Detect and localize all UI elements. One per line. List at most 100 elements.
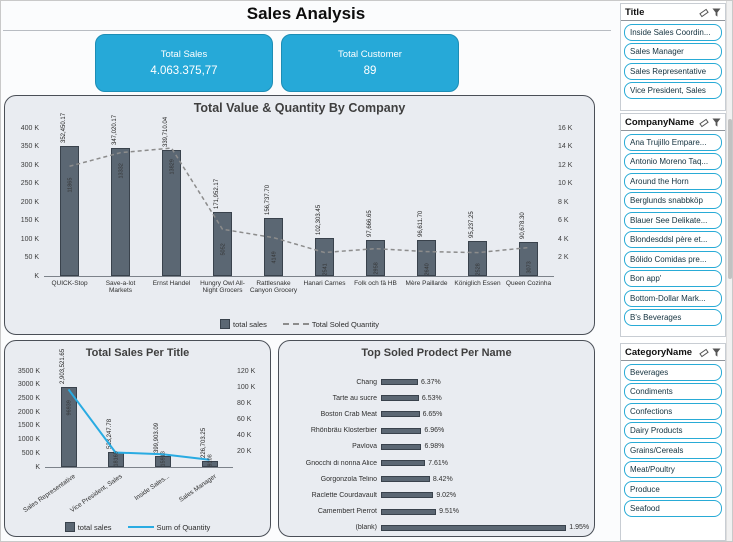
bar[interactable] — [213, 212, 232, 276]
line-value-label: 96939 — [66, 400, 72, 416]
clear-selections-icon[interactable] — [699, 118, 709, 128]
line-value-label: 13332 — [118, 163, 124, 179]
slicer-item[interactable]: Sales Manager — [624, 43, 722, 60]
slicer-item[interactable]: Blondesddsl père et... — [624, 231, 722, 248]
filter-icon[interactable] — [712, 348, 721, 358]
slicer-item[interactable]: Produce — [624, 480, 722, 498]
slicer-item[interactable]: Confections — [624, 402, 722, 420]
slicer-header: CompanyName — [621, 114, 725, 131]
slicer-list: Inside Sales Coordin... Sales Manager Sale… — [621, 23, 725, 99]
bar[interactable] — [154, 456, 171, 467]
category-label: Save-a-lot Markets — [105, 280, 136, 295]
slicer-categoryname: CategoryName Beverages Condiments Confectio… — [620, 343, 726, 541]
category-label: Königlich Essen — [454, 280, 501, 287]
slicer-item[interactable]: Bon app' — [624, 270, 722, 287]
secondary-axis-tick: 120 K — [237, 367, 256, 375]
product-name: Camembert Pierrot — [317, 508, 377, 516]
line-value-label: 15913 — [160, 450, 166, 466]
product-row[interactable]: Rhönbräu Klosterbier 6.96% — [285, 423, 591, 439]
kpi-card-total-customer[interactable]: Total Customer 89 — [281, 34, 459, 92]
bar[interactable] — [111, 147, 130, 276]
line-value-label: 3073 — [526, 261, 532, 274]
bar[interactable] — [417, 240, 436, 276]
slicer-item[interactable]: Meat/Poultry — [624, 461, 722, 478]
product-bar[interactable] — [381, 524, 567, 531]
line-value-label: 9108 — [207, 453, 213, 466]
product-row[interactable]: Gorgonzola Telino 8.42% — [285, 471, 591, 487]
slicer-item[interactable]: Around the Horn — [624, 172, 722, 190]
product-name: Raclette Courdavault — [311, 491, 377, 499]
slicer-item[interactable]: Sales Representative — [624, 62, 722, 80]
slicer-item[interactable]: Grains/Cereals — [624, 441, 722, 459]
line-value-label: 5052 — [220, 243, 226, 256]
legend-label: Sum of Quantity — [156, 522, 211, 532]
product-row[interactable]: Camembert Pierrot 9.51% — [285, 504, 591, 520]
slicer-item[interactable]: Antonio Moreno Taq... — [624, 153, 722, 170]
product-pct: 6.65% — [422, 410, 443, 418]
product-bar[interactable] — [381, 492, 434, 499]
y-axis-tick: 100 K — [20, 235, 39, 243]
bar[interactable] — [468, 240, 487, 276]
product-row[interactable]: (blank) 1.95% — [285, 520, 591, 536]
product-row[interactable]: Tarte au sucre 6.53% — [285, 390, 591, 406]
secondary-axis-tick: 80 K — [237, 399, 252, 407]
product-bar[interactable] — [381, 427, 422, 434]
line-value-label: 18165 — [113, 450, 119, 466]
slicer-item[interactable]: Condiments — [624, 383, 722, 400]
slicer-title: Title Inside Sales Coordin... Sales Manage… — [620, 3, 726, 111]
title-chart-legend: total sales Sum of Quantity — [5, 522, 270, 532]
slicer-item[interactable]: Seafood — [624, 500, 722, 517]
secondary-axis-tick: 40 K — [237, 431, 252, 439]
product-row[interactable]: Pavlova 6.98% — [285, 439, 591, 455]
clear-selections-icon[interactable] — [699, 8, 709, 18]
slicer-item[interactable]: Bottom-Dollar Mark... — [624, 289, 722, 307]
filter-icon[interactable] — [712, 8, 721, 18]
scrollbar[interactable] — [726, 1, 732, 541]
bar[interactable] — [60, 387, 77, 467]
product-bar[interactable] — [381, 508, 437, 515]
slicer-item[interactable]: Dairy Products — [624, 422, 722, 439]
scrollbar-thumb[interactable] — [728, 119, 732, 279]
product-bar[interactable] — [381, 476, 430, 483]
product-bar-chart[interactable]: Chang 6.37% Tarte au sucre 6.53% Boston Crab… — [285, 374, 591, 536]
bar[interactable] — [201, 460, 218, 467]
slicer-item[interactable]: Blauer See Delikate... — [624, 211, 722, 229]
category-label: Folk och fä HB — [354, 280, 397, 287]
slicer-item[interactable]: Inside Sales Coordin... — [624, 23, 722, 41]
filter-icon[interactable] — [712, 118, 721, 128]
product-bar[interactable] — [381, 411, 420, 418]
slicer-item[interactable]: Beverages — [624, 363, 722, 381]
bar[interactable] — [162, 150, 181, 276]
bar[interactable] — [519, 242, 538, 276]
product-row[interactable]: Raclette Courdavault 9.02% — [285, 487, 591, 503]
slicer-item[interactable]: Ana Trujillo Empare... — [624, 133, 722, 151]
slicer-item[interactable]: Berglunds snabbköp — [624, 192, 722, 209]
legend-item: Sum of Quantity — [127, 522, 211, 532]
clear-selections-icon[interactable] — [699, 348, 709, 358]
product-pct: 6.98% — [424, 443, 445, 451]
product-row[interactable]: Gnocchi di nonna Alice 7.61% — [285, 455, 591, 471]
slicer-list: Beverages Condiments Confections Dairy Prod… — [621, 363, 725, 517]
slicer-title: Title — [625, 7, 645, 18]
company-combo-chart[interactable]: 400 K 350 K 300 K 250 K 200 K 150 K 100 K 50 K K… — [10, 113, 586, 318]
title-combo-chart[interactable]: 3500 K 3000 K 2500 K 2000 K 1500 K 1000 K 500 … — [9, 349, 261, 519]
slicer-item[interactable]: Bólido Comidas pre... — [624, 250, 722, 268]
kpi-card-total-sales[interactable]: Total Sales 4.063.375,77 — [95, 34, 273, 92]
category-label: Sales Manager — [177, 473, 218, 504]
bar[interactable] — [60, 145, 79, 276]
product-bar[interactable] — [381, 379, 418, 386]
bar[interactable] — [264, 218, 283, 276]
secondary-axis-tick: 12 K — [558, 161, 573, 169]
product-bar[interactable] — [381, 395, 419, 402]
line-value-label: 13829 — [169, 158, 175, 175]
product-row[interactable]: Chang 6.37% — [285, 374, 591, 390]
product-bar[interactable] — [381, 460, 426, 467]
slicer-item[interactable]: B's Beverages — [624, 309, 722, 326]
slicer-item[interactable]: Vice President, Sales — [624, 82, 722, 99]
company-chart-title: Total Value & Quantity By Company — [193, 101, 406, 115]
category-label: Hungry Owl All-Night Grocers — [200, 280, 245, 295]
product-row[interactable]: Boston Crab Meat 6.65% — [285, 406, 591, 422]
product-bar[interactable] — [381, 443, 422, 450]
bar[interactable] — [315, 238, 334, 276]
